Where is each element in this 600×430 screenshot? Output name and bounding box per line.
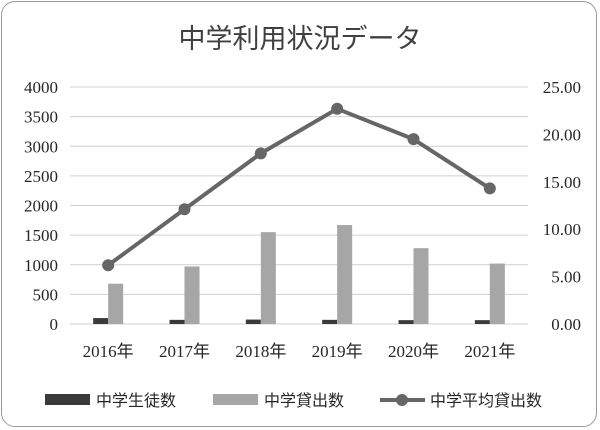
gridlines bbox=[70, 86, 528, 325]
bar-loans bbox=[489, 263, 505, 324]
left-tick-label: 2000 bbox=[24, 197, 58, 216]
right-tick-label: 10.00 bbox=[543, 220, 581, 239]
bars bbox=[93, 225, 505, 324]
bar-students bbox=[93, 318, 109, 324]
legend-label-students: 中学生徒数 bbox=[96, 391, 176, 410]
bar-loans bbox=[337, 225, 353, 324]
right-axis-ticks: 0.00 5.00 10.00 15.00 20.00 25.00 bbox=[543, 78, 581, 334]
left-tick-label: 3500 bbox=[24, 108, 58, 127]
left-tick-label: 2500 bbox=[24, 167, 58, 186]
x-axis-ticks: 2016年 2017年 2018年 2019年 2020年 2021年 bbox=[83, 342, 516, 361]
x-tick-label: 2020年 bbox=[388, 342, 439, 361]
bar-students bbox=[169, 319, 185, 324]
line-point bbox=[254, 147, 267, 160]
right-tick-label: 25.00 bbox=[543, 78, 581, 97]
legend-swatch-students bbox=[45, 394, 90, 405]
x-tick-label: 2017年 bbox=[159, 342, 210, 361]
bar-loans bbox=[184, 266, 200, 324]
right-tick-label: 5.00 bbox=[551, 268, 581, 287]
chart-title: 中学利用状況データ bbox=[179, 24, 422, 55]
legend-marker-average bbox=[396, 394, 408, 406]
bar-students bbox=[474, 320, 490, 324]
line-point bbox=[407, 133, 420, 146]
legend: 中学生徒数 中学貸出数 中学平均貸出数 bbox=[45, 391, 542, 410]
line-point bbox=[331, 102, 344, 115]
bar-loans bbox=[260, 232, 276, 324]
bar-students bbox=[322, 319, 338, 324]
average-loans-line bbox=[106, 106, 491, 267]
bar-students bbox=[245, 319, 261, 324]
x-tick-label: 2016年 bbox=[83, 342, 134, 361]
left-tick-label: 500 bbox=[33, 285, 59, 304]
x-tick-label: 2018年 bbox=[235, 342, 286, 361]
legend-label-loans: 中学貸出数 bbox=[264, 391, 344, 410]
line-point bbox=[102, 259, 115, 272]
left-axis-ticks: 0 500 1000 1500 2000 2500 3000 3500 4000 bbox=[24, 78, 58, 334]
line-point bbox=[483, 182, 496, 195]
left-tick-label: 0 bbox=[50, 315, 59, 334]
right-tick-label: 20.00 bbox=[543, 125, 581, 144]
left-tick-label: 4000 bbox=[24, 78, 58, 97]
bar-loans bbox=[108, 283, 124, 324]
left-tick-label: 1500 bbox=[24, 226, 58, 245]
right-tick-label: 0.00 bbox=[551, 315, 581, 334]
bar-loans bbox=[413, 248, 429, 324]
bar-students bbox=[398, 320, 414, 324]
line-point bbox=[178, 203, 191, 216]
legend-label-average: 中学平均貸出数 bbox=[430, 391, 542, 410]
legend-swatch-loans bbox=[213, 394, 258, 405]
left-tick-label: 3000 bbox=[24, 137, 58, 156]
right-tick-label: 15.00 bbox=[543, 173, 581, 192]
line-series bbox=[102, 102, 496, 272]
x-tick-label: 2021年 bbox=[464, 342, 515, 361]
left-tick-label: 1000 bbox=[24, 256, 58, 275]
x-tick-label: 2019年 bbox=[312, 342, 363, 361]
